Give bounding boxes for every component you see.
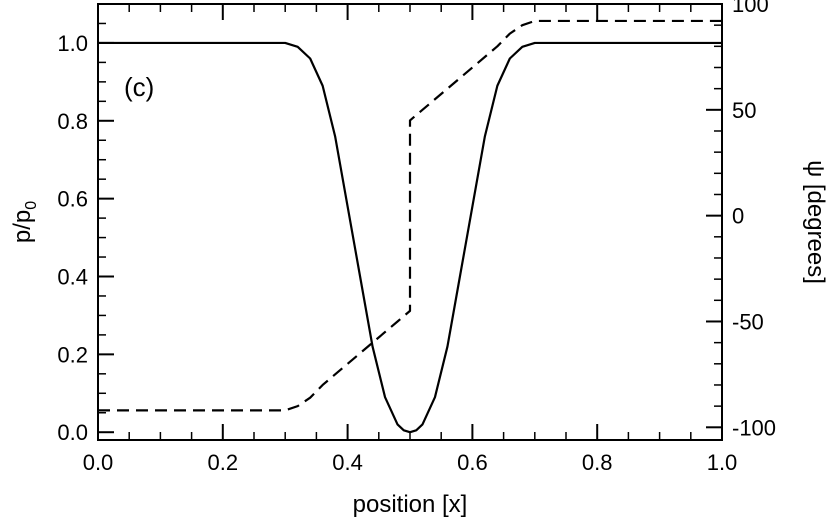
y-right-tick-label: 0 [732,204,744,229]
solid-pressure-series [98,41,722,434]
y-right-tick-label: 50 [732,98,756,123]
y-right-tick-label: 100 [732,0,769,17]
plot-frame [97,3,723,441]
y-left-tick-label: 0.4 [57,265,88,290]
y-axis-right-title: ψ [degrees] [802,160,829,284]
y-right-tick-label: -100 [732,415,776,440]
panel-label: (c) [124,72,154,102]
y-axis-left-title-main: p/p [9,210,36,243]
x-tick-label: 0.6 [457,450,488,475]
y-left-tick-label: 0.2 [57,342,88,367]
dashed-psi-series [98,19,722,412]
y-axis-left-title: p/p0 [9,201,40,243]
x-axis-title: position [x] [353,491,468,518]
y-left-tick-label: 1.0 [57,31,88,56]
x-tick-label: 0.4 [332,450,363,475]
x-tick-label: 0.8 [582,450,613,475]
y-right-tick-label: -50 [732,309,764,334]
tick-labels-layer: 0.0 0.2 0.4 0.6 0.8 1.0 0.0 0.2 0.4 0.6 0.8 1.0 -100… [57,0,776,475]
y-left-tick-label: 0.0 [57,420,88,445]
y-left-tick-label: 0.8 [57,109,88,134]
x-tick-label: 0.0 [83,450,114,475]
y-left-tick-label: 0.6 [57,187,88,212]
x-tick-label: 0.2 [208,450,239,475]
ticks-layer [97,3,723,440]
x-tick-label: 1.0 [707,450,738,475]
series-layer [98,19,722,434]
y-axis-left-title-subscript: 0 [23,201,40,210]
